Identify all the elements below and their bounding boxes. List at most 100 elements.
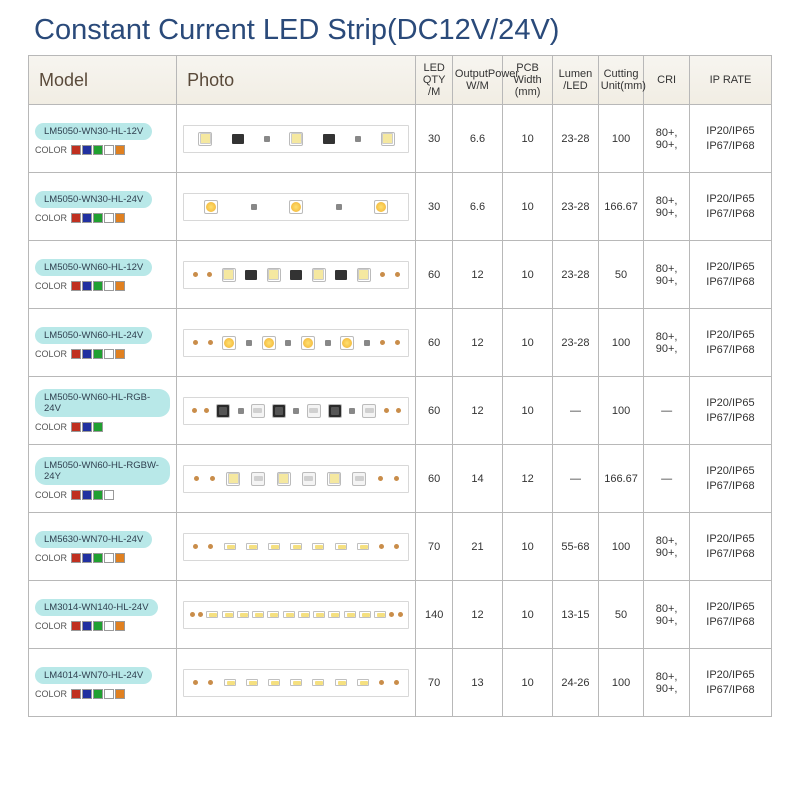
swatch bbox=[93, 621, 103, 631]
led-qty-cell: 60 bbox=[416, 377, 452, 445]
model-badge: LM5630-WN70-HL-24V bbox=[35, 531, 152, 548]
swatch bbox=[93, 213, 103, 223]
table-row: LM5630-WN70-HL-24VCOLOR70211055-6810080+… bbox=[29, 513, 772, 581]
lumen-cell: 13-15 bbox=[553, 581, 599, 649]
color-label: COLOR bbox=[35, 422, 67, 432]
swatches bbox=[71, 349, 125, 359]
swatch bbox=[115, 553, 125, 563]
table-row: LM3014-WN140-HL-24VCOLOR140121013-155080… bbox=[29, 581, 772, 649]
table-row: LM5050-WN60-HL-RGB-24VCOLOR601210—100—IP… bbox=[29, 377, 772, 445]
table-row: LM5050-WN60-HL-12VCOLOR60121023-285080+,… bbox=[29, 241, 772, 309]
model-badge: LM5050-WN60-HL-RGB-24V bbox=[35, 389, 170, 417]
ip-cell: IP20/IP65 IP67/IP68 bbox=[689, 309, 771, 377]
swatches bbox=[71, 490, 114, 500]
lumen-cell: 23-28 bbox=[553, 309, 599, 377]
cri-cell: 80+, 90+, bbox=[644, 241, 690, 309]
power-cell: 12 bbox=[452, 309, 502, 377]
lumen-cell: 24-26 bbox=[553, 649, 599, 717]
model-cell: LM5050-WN60-HL-24VCOLOR bbox=[29, 309, 177, 377]
swatch bbox=[82, 621, 92, 631]
color-label: COLOR bbox=[35, 490, 67, 500]
lumen-cell: 23-28 bbox=[553, 105, 599, 173]
ip-cell: IP20/IP65 IP67/IP68 bbox=[689, 105, 771, 173]
swatch bbox=[71, 422, 81, 432]
model-badge: LM5050-WN60-HL-12V bbox=[35, 259, 152, 276]
photo-cell bbox=[177, 241, 416, 309]
table-row: LM5050-WN30-HL-24VCOLOR306.61023-28166.6… bbox=[29, 173, 772, 241]
led-qty-cell: 70 bbox=[416, 513, 452, 581]
led-qty-cell: 140 bbox=[416, 581, 452, 649]
swatch bbox=[82, 689, 92, 699]
color-row: COLOR bbox=[35, 553, 170, 563]
swatch bbox=[104, 145, 114, 155]
cut-cell: 100 bbox=[598, 649, 644, 717]
model-badge: LM5050-WN30-HL-24V bbox=[35, 191, 152, 208]
col-lumen: Lumen /LED bbox=[553, 56, 599, 105]
swatch bbox=[104, 553, 114, 563]
table-row: LM5050-WN60-HL-RGBW-24YCOLOR601412—166.6… bbox=[29, 445, 772, 513]
cut-cell: 100 bbox=[598, 377, 644, 445]
pcb-cell: 10 bbox=[503, 173, 553, 241]
table-row: LM5050-WN60-HL-24VCOLOR60121023-2810080+… bbox=[29, 309, 772, 377]
color-row: COLOR bbox=[35, 145, 170, 155]
cut-cell: 50 bbox=[598, 241, 644, 309]
model-badge: LM3014-WN140-HL-24V bbox=[35, 599, 158, 616]
ip-cell: IP20/IP65 IP67/IP68 bbox=[689, 513, 771, 581]
cri-cell: 80+, 90+, bbox=[644, 513, 690, 581]
swatch bbox=[82, 490, 92, 500]
col-ip: IP RATE bbox=[689, 56, 771, 105]
swatch bbox=[93, 490, 103, 500]
swatch bbox=[82, 349, 92, 359]
swatch bbox=[115, 281, 125, 291]
swatch bbox=[71, 490, 81, 500]
swatch bbox=[82, 213, 92, 223]
swatch bbox=[71, 281, 81, 291]
ip-cell: IP20/IP65 IP67/IP68 bbox=[689, 649, 771, 717]
pcb-cell: 10 bbox=[503, 105, 553, 173]
swatch bbox=[71, 621, 81, 631]
ip-cell: IP20/IP65 IP67/IP68 bbox=[689, 377, 771, 445]
pcb-cell: 10 bbox=[503, 309, 553, 377]
photo-cell bbox=[177, 309, 416, 377]
power-cell: 12 bbox=[452, 377, 502, 445]
pcb-cell: 10 bbox=[503, 377, 553, 445]
col-cri: CRI bbox=[644, 56, 690, 105]
lumen-cell: — bbox=[553, 445, 599, 513]
swatch bbox=[115, 213, 125, 223]
model-cell: LM5050-WN60-HL-12V COLOR bbox=[29, 241, 177, 309]
ip-cell: IP20/IP65 IP67/IP68 bbox=[689, 581, 771, 649]
color-label: COLOR bbox=[35, 553, 67, 563]
swatch bbox=[82, 145, 92, 155]
swatches bbox=[71, 281, 125, 291]
cut-cell: 100 bbox=[598, 513, 644, 581]
power-cell: 6.6 bbox=[452, 173, 502, 241]
swatch bbox=[93, 281, 103, 291]
swatch bbox=[71, 349, 81, 359]
color-row: COLOR bbox=[35, 689, 170, 699]
power-cell: 12 bbox=[452, 241, 502, 309]
swatch bbox=[93, 553, 103, 563]
swatch bbox=[93, 422, 103, 432]
ip-cell: IP20/IP65 IP67/IP68 bbox=[689, 445, 771, 513]
swatch bbox=[115, 145, 125, 155]
swatch bbox=[115, 689, 125, 699]
lumen-cell: — bbox=[553, 377, 599, 445]
swatch bbox=[115, 349, 125, 359]
photo-cell bbox=[177, 513, 416, 581]
model-cell: LM5630-WN70-HL-24V COLOR bbox=[29, 513, 177, 581]
color-row: COLOR bbox=[35, 422, 170, 432]
power-cell: 12 bbox=[452, 581, 502, 649]
model-cell: LM5050-WN30-HL-12VCOLOR bbox=[29, 105, 177, 173]
ip-cell: IP20/IP65 IP67/IP68 bbox=[689, 173, 771, 241]
swatches bbox=[71, 689, 125, 699]
power-cell: 13 bbox=[452, 649, 502, 717]
color-row: COLOR bbox=[35, 621, 170, 631]
color-label: COLOR bbox=[35, 213, 67, 223]
swatch bbox=[82, 553, 92, 563]
pcb-cell: 12 bbox=[503, 445, 553, 513]
led-qty-cell: 70 bbox=[416, 649, 452, 717]
color-row: COLOR bbox=[35, 281, 170, 291]
ip-cell: IP20/IP65 IP67/IP68 bbox=[689, 241, 771, 309]
col-cut: Cutting Unit(mm) bbox=[598, 56, 644, 105]
photo-cell bbox=[177, 581, 416, 649]
